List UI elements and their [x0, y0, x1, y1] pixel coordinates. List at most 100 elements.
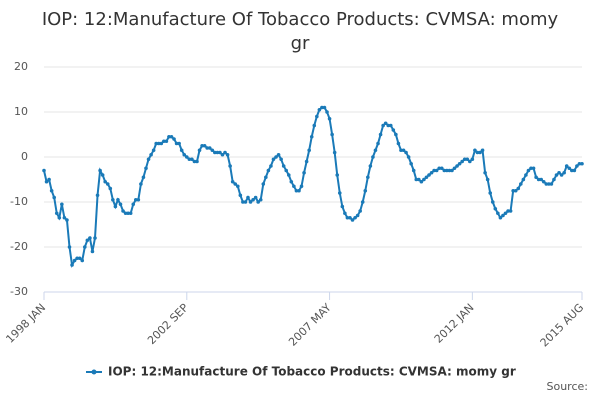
- data-point: [503, 211, 508, 216]
- data-point: [455, 164, 459, 168]
- data-point: [366, 175, 370, 180]
- data-point: [42, 168, 46, 173]
- data-point: [241, 200, 245, 204]
- data-point: [315, 114, 319, 119]
- data-point: [411, 168, 416, 173]
- data-point: [90, 249, 95, 254]
- data-point: [360, 200, 365, 204]
- data-point: [373, 148, 378, 153]
- data-point: [480, 148, 485, 153]
- data-point: [75, 256, 79, 261]
- data-point: [246, 195, 250, 200]
- data-point: [307, 148, 311, 153]
- data-point: [95, 193, 100, 198]
- data-point: [460, 159, 464, 164]
- data-point: [80, 258, 85, 263]
- data-point: [506, 209, 510, 213]
- data-point: [292, 184, 296, 189]
- legend-label: IOP: 12:Manufacture Of Tobacco Products:…: [108, 365, 516, 379]
- data-point: [498, 215, 503, 220]
- data-point: [77, 256, 82, 261]
- data-point: [286, 173, 291, 177]
- data-point: [197, 148, 202, 153]
- data-point: [511, 188, 515, 193]
- data-point: [541, 179, 546, 184]
- data-point: [82, 245, 87, 249]
- x-tick-label: 2012 JAN: [432, 301, 477, 346]
- data-point: [156, 141, 161, 146]
- data-point: [465, 157, 470, 162]
- y-tick-label: -10: [10, 195, 28, 208]
- data-point: [162, 139, 166, 144]
- data-point: [169, 134, 174, 139]
- data-point: [304, 159, 309, 164]
- data-point: [575, 164, 579, 168]
- data-point: [294, 188, 299, 193]
- y-tick-label: 0: [21, 150, 28, 163]
- data-point: [409, 161, 413, 166]
- data-point: [539, 177, 544, 182]
- data-point: [243, 200, 248, 204]
- data-point: [439, 166, 444, 171]
- data-point: [205, 146, 209, 150]
- data-point: [508, 209, 513, 213]
- data-point: [98, 168, 102, 173]
- data-point: [317, 107, 322, 112]
- data-point: [190, 157, 194, 162]
- x-tick-label: 2015 AUG: [538, 301, 587, 350]
- data-point: [133, 197, 138, 202]
- data-point: [220, 152, 225, 157]
- data-point: [404, 150, 408, 155]
- data-point: [470, 157, 475, 162]
- data-point: [572, 168, 577, 173]
- data-point: [47, 177, 51, 182]
- chart-title: IOP: 12:Manufacture Of Tobacco Products:…: [41, 9, 559, 54]
- data-point: [144, 166, 148, 171]
- data-point: [154, 141, 158, 146]
- data-point: [44, 179, 49, 184]
- data-point: [164, 139, 169, 144]
- data-point: [549, 182, 554, 186]
- data-point: [72, 258, 77, 263]
- data-point: [281, 164, 286, 168]
- data-point: [570, 168, 574, 173]
- legend-marker: [91, 369, 97, 375]
- data-point: [437, 166, 442, 171]
- data-point: [490, 200, 495, 204]
- data-point: [146, 157, 151, 162]
- data-point: [322, 105, 327, 110]
- data-point: [312, 123, 317, 128]
- data-point: [536, 177, 541, 182]
- data-point: [577, 161, 582, 166]
- data-point: [88, 236, 92, 240]
- data-point: [521, 177, 526, 182]
- data-point: [529, 166, 533, 171]
- data-point: [177, 141, 181, 146]
- data-point: [238, 193, 243, 198]
- data-point: [256, 200, 260, 204]
- data-point: [266, 168, 271, 173]
- data-point: [396, 141, 401, 146]
- data-point: [401, 148, 406, 153]
- data-point: [355, 213, 360, 218]
- data-point: [376, 141, 380, 146]
- data-point: [235, 184, 240, 189]
- data-point: [123, 211, 128, 216]
- data-point: [111, 197, 115, 202]
- data-point: [332, 150, 337, 155]
- data-point: [126, 211, 130, 216]
- data-point: [493, 206, 498, 211]
- data-point: [49, 188, 54, 193]
- data-point: [65, 218, 69, 222]
- data-point: [386, 123, 391, 128]
- data-point: [269, 164, 273, 168]
- data-point: [496, 211, 500, 216]
- data-point: [118, 202, 123, 207]
- data-point: [516, 186, 521, 191]
- data-point: [195, 159, 199, 164]
- data-point: [552, 177, 556, 182]
- data-point: [399, 148, 403, 153]
- data-point: [151, 148, 156, 153]
- source: Source:: [547, 380, 589, 393]
